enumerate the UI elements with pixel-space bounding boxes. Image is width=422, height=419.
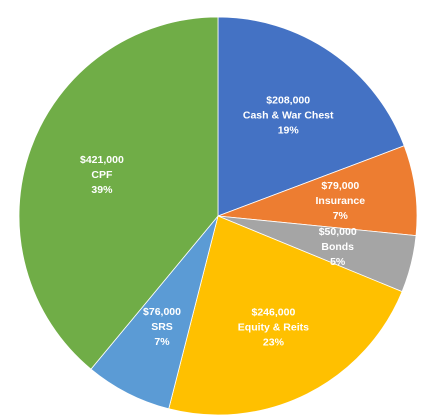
slice-percent-label: 5% [330, 256, 346, 268]
pie-slice-cpf [18, 16, 219, 370]
slice-value-label: $208,000 [266, 95, 310, 107]
slice-category-label: Cash & War Chest [243, 110, 334, 122]
slice-category-label: Bonds [321, 241, 354, 253]
slice-category-label: CPF [91, 169, 113, 181]
slice-value-label: $246,000 [252, 306, 296, 318]
slice-percent-label: 19% [278, 125, 300, 137]
pie-slice-equity-and-reits [168, 215, 403, 416]
slice-value-label: $50,000 [319, 226, 357, 238]
data-label-srs: $76,000 SRS 7% [143, 306, 181, 348]
data-label-equity-and-reits: $246,000 Equity & Reits 23% [238, 306, 309, 348]
slice-value-label: $421,000 [80, 154, 124, 166]
data-label-insurance: $79,000 Insurance 7% [315, 180, 365, 222]
slice-value-label: $76,000 [143, 306, 181, 318]
slice-category-label: SRS [151, 321, 173, 333]
slice-percent-label: 7% [333, 210, 349, 222]
slice-value-label: $79,000 [321, 180, 359, 192]
data-label-cpf: $421,000 CPF 39% [80, 154, 124, 196]
data-label-cash-and-war-chest: $208,000 Cash & War Chest 19% [243, 95, 334, 137]
labels-layer: $208,000 Cash & War Chest 19% $79,000 Insura… [80, 95, 365, 349]
data-label-bonds: $50,000 Bonds 5% [319, 226, 357, 268]
pie-slice-cash-and-war-chest [217, 16, 405, 217]
slice-category-label: Equity & Reits [238, 321, 309, 333]
slices-layer [18, 16, 418, 416]
slice-percent-label: 23% [263, 336, 285, 348]
slice-category-label: Insurance [315, 195, 365, 207]
slice-percent-label: 39% [91, 184, 113, 196]
slice-percent-label: 7% [154, 336, 170, 348]
